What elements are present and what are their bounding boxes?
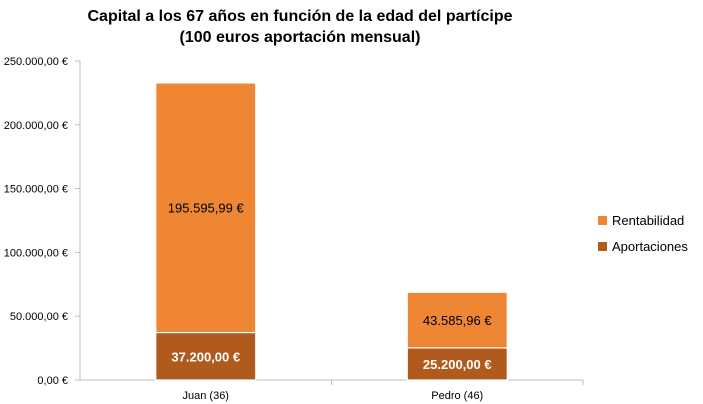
legend-label-rentabilidad: Rentabilidad (612, 212, 685, 228)
y-tick-label: 100.000,00 € (4, 247, 68, 259)
data-label-rentabilidad: 195.595,99 € (168, 201, 245, 216)
y-tick-label: 50.000,00 € (10, 311, 68, 323)
bar-aportaciones (155, 331, 257, 381)
data-label-aportaciones: 25.200,00 € (423, 357, 492, 372)
legend: Rentabilidad Aportaciones (598, 207, 688, 259)
data-label-rentabilidad: 43.585,96 € (423, 313, 492, 328)
y-tick-label: 200.000,00 € (4, 120, 68, 132)
legend-item-rentabilidad: Rentabilidad (598, 207, 688, 233)
legend-swatch-rentabilidad (598, 215, 607, 225)
y-tick-label: 0,00 € (37, 375, 68, 387)
x-tick-label: Juan (36) (183, 390, 229, 402)
bar-aportaciones (406, 347, 508, 381)
bar-rentabilidad (406, 291, 508, 349)
y-tick-label: 250.000,00 € (4, 56, 68, 68)
x-tick-label: Pedro (46) (431, 390, 483, 402)
bar-rentabilidad (155, 82, 257, 334)
data-label-aportaciones: 37.200,00 € (171, 349, 240, 364)
y-tick-label: 150.000,00 € (4, 184, 68, 196)
legend-label-aportaciones: Aportaciones (612, 238, 688, 254)
legend-swatch-aportaciones (598, 241, 607, 251)
chart-title: Capital a los 67 años en función de la e… (87, 8, 513, 46)
legend-item-aportaciones: Aportaciones (598, 233, 688, 259)
